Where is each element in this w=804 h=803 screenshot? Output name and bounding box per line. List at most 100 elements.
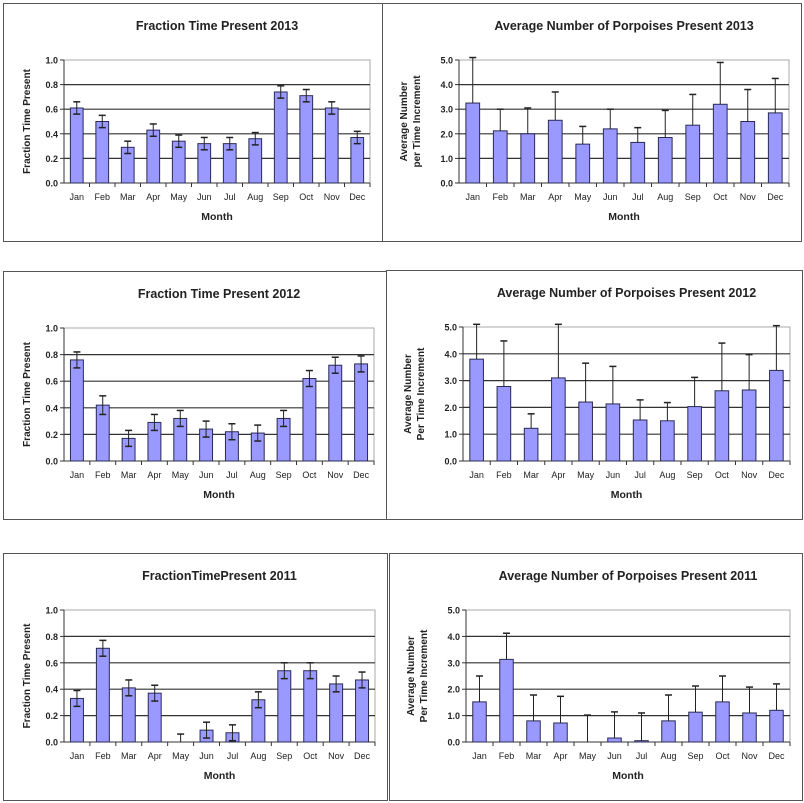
x-axis-label: Month <box>611 489 643 501</box>
bar-oct <box>714 390 730 462</box>
y-tick-label: 4.0 <box>447 632 460 642</box>
x-tick-label: Oct <box>715 470 730 480</box>
bar-sep <box>277 670 292 743</box>
x-tick-label: Jul <box>634 470 646 480</box>
y-tick-label: 0.0 <box>45 179 58 189</box>
x-tick-label: Oct <box>713 192 728 202</box>
y-tick-label: 0.0 <box>45 457 58 467</box>
y-tick-label: 0.0 <box>444 457 457 467</box>
y-axis-label: Average Number <box>399 82 410 162</box>
y-tick-label: 3.0 <box>444 376 457 386</box>
x-tick-label: Sep <box>687 751 703 761</box>
chart-panel-fraction-2013: Fraction Time Present 2013 0.0 0.2 0.4 0.6 0.… <box>3 3 383 242</box>
chart-panel-fraction-2011: FractionTimePresent 2011 0.0 0.2 0.4 0.6 0.8 1… <box>3 553 388 801</box>
bar-feb <box>95 121 110 184</box>
y-tick-label: 0.4 <box>45 403 58 413</box>
y-axis-label: Fraction Time Present <box>22 68 33 174</box>
x-tick-label: May <box>574 192 592 202</box>
x-axis-label: Month <box>612 770 644 782</box>
bar-may <box>578 401 593 462</box>
y-tick-label: 1.0 <box>440 154 453 164</box>
x-tick-label: Nov <box>328 751 345 761</box>
x-tick-label: Oct <box>715 751 730 761</box>
bar-oct <box>303 670 318 743</box>
y-tick-label: 0.0 <box>447 738 460 748</box>
x-tick-label: Dec <box>767 192 784 202</box>
x-tick-label: Jan <box>70 751 85 761</box>
x-tick-label: Aug <box>250 470 266 480</box>
x-tick-label: Dec <box>349 192 366 202</box>
bar-nov <box>741 389 757 462</box>
bar-nov <box>324 107 339 184</box>
bar-aug <box>660 420 675 462</box>
chart-title: Fraction Time Present 2012 <box>138 287 300 301</box>
y-axis-label: Fraction Time Present <box>22 341 33 447</box>
y-axis-label: Average Number <box>406 636 417 716</box>
y-tick-label: 0.0 <box>440 179 453 189</box>
x-axis-label: Month <box>204 770 236 782</box>
plot-area <box>462 326 791 462</box>
x-tick-label: May <box>172 751 190 761</box>
chart-panel-average-2013: Average Number of Porpoises Present 2013… <box>382 3 802 242</box>
x-tick-label: Feb <box>499 751 515 761</box>
x-tick-label: May <box>170 192 188 202</box>
chart-title: Average Number of Porpoises Present 2012 <box>497 286 756 300</box>
x-tick-label: Aug <box>250 751 266 761</box>
x-tick-label: Feb <box>496 470 512 480</box>
bar-feb <box>496 385 512 462</box>
bar-dec <box>769 709 784 743</box>
x-tick-label: Jul <box>632 192 644 202</box>
chart-title: FractionTimePresent 2011 <box>142 569 297 583</box>
y-tick-label: 2.0 <box>447 685 460 695</box>
x-tick-label: Jun <box>199 470 214 480</box>
x-tick-label: Feb <box>95 751 111 761</box>
chart-panel-average-2011: Average Number of Porpoises Present 2011… <box>389 553 803 801</box>
y-tick-label: 0.8 <box>45 632 58 642</box>
y-axis-label: Per Time Increment <box>416 347 427 440</box>
x-tick-label: Dec <box>354 751 371 761</box>
chart-title: Average Number of Porpoises Present 2013 <box>494 19 753 33</box>
x-tick-label: Sep <box>273 192 289 202</box>
bar-sep <box>685 124 701 184</box>
x-tick-label: Dec <box>353 470 370 480</box>
bar-jun <box>602 128 618 184</box>
y-tick-label: 0.2 <box>45 154 58 164</box>
y-tick-label: 0.2 <box>45 711 58 721</box>
bar-oct <box>712 103 728 184</box>
bar-aug <box>661 720 676 743</box>
bar-jan <box>69 359 84 462</box>
x-tick-label: Jan <box>465 192 480 202</box>
x-tick-label: Aug <box>659 470 675 480</box>
x-tick-label: Mar <box>120 192 136 202</box>
x-tick-label: Jun <box>607 751 622 761</box>
x-tick-label: Mar <box>523 470 539 480</box>
x-tick-label: Mar <box>520 192 536 202</box>
x-tick-label: Feb <box>94 192 110 202</box>
bar-mar <box>523 427 539 462</box>
x-tick-label: Nov <box>741 751 758 761</box>
x-tick-label: Oct <box>299 192 314 202</box>
y-tick-label: 1.0 <box>447 711 460 721</box>
x-tick-label: Jun <box>199 751 214 761</box>
plot-area <box>458 59 790 184</box>
x-tick-label: Aug <box>657 192 673 202</box>
x-axis-label: Month <box>201 211 233 223</box>
x-tick-label: Jan <box>69 192 84 202</box>
y-axis-label: Fraction Time Present <box>22 623 33 729</box>
y-tick-label: 0.6 <box>45 105 58 115</box>
x-tick-label: Apr <box>147 470 161 480</box>
x-tick-label: May <box>577 470 595 480</box>
y-tick-label: 4.0 <box>440 80 453 90</box>
x-tick-label: Mar <box>121 751 137 761</box>
x-tick-label: Aug <box>660 751 676 761</box>
bar-apr <box>551 377 566 462</box>
x-tick-label: Mar <box>526 751 542 761</box>
x-tick-label: May <box>172 470 190 480</box>
bar-mar <box>526 720 541 743</box>
y-tick-label: 5.0 <box>447 606 460 616</box>
y-tick-label: 0.6 <box>45 377 58 387</box>
chart-panel-fraction-2012: Fraction Time Present 2012 0.0 0.2 0.4 0.6 0.… <box>3 271 387 520</box>
x-tick-label: Apr <box>553 751 567 761</box>
bar-sep <box>688 711 703 743</box>
bar-apr <box>547 119 563 184</box>
